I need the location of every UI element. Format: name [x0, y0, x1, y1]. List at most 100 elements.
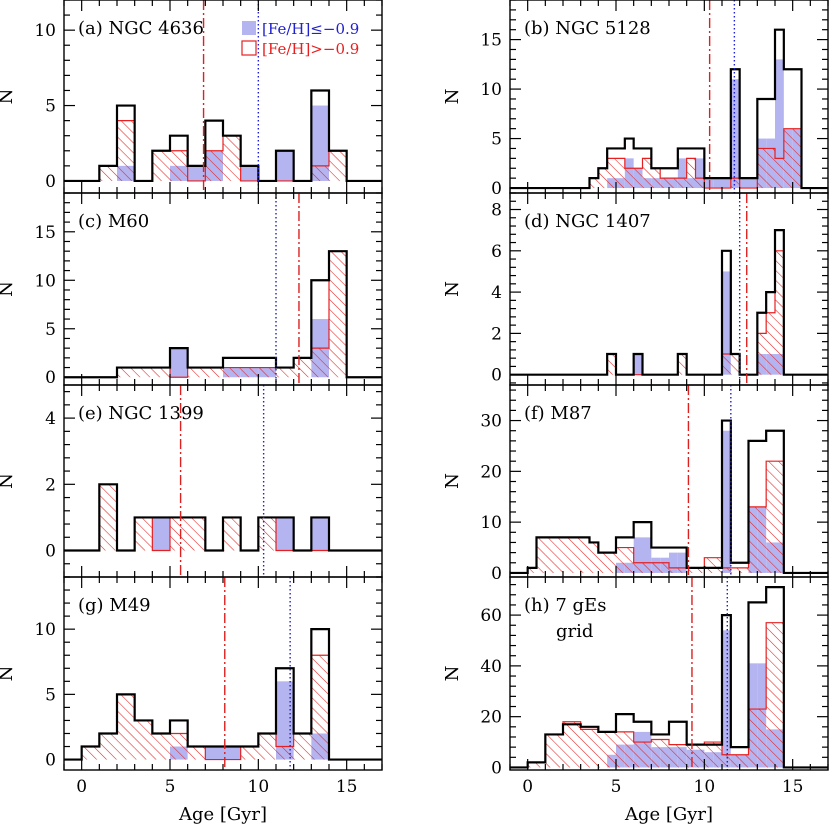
metal-poor-bar: [633, 537, 643, 573]
metal-rich-hatch-bar: [775, 622, 784, 768]
metal-rich-hatch-bar: [775, 461, 784, 573]
metal-rich-hatch-bar: [571, 721, 581, 768]
metal-rich-hatch-bar: [589, 542, 599, 573]
plot-area-e: [64, 385, 382, 577]
metal-rich-hatch-bar: [607, 552, 616, 573]
x-tick-label: 0: [522, 777, 533, 797]
metal-rich-hatch-bar: [152, 733, 170, 760]
metal-rich-hatch-bar: [258, 517, 276, 551]
y-tick-label: 5: [45, 685, 56, 705]
x-axis-label: Age [Gyr]: [624, 804, 713, 825]
metal-rich-hatch-bar: [686, 744, 696, 768]
metal-rich-hatch-bar: [616, 158, 625, 189]
x-tick-label: 5: [611, 777, 622, 797]
metal-poor-bar: [722, 430, 731, 573]
panel-title: (f) M87: [524, 403, 592, 424]
metal-rich-hatch-bar: [704, 742, 714, 768]
y-tick-label: 10: [34, 21, 56, 41]
metal-rich-hatch-bar: [766, 312, 775, 375]
metal-rich-hatch-bar: [748, 709, 758, 768]
y-tick-label: 15: [34, 223, 56, 243]
total-histogram-line: [510, 229, 828, 376]
metal-rich-hatch-bar: [276, 746, 294, 760]
metal-rich-hatch-bar: [757, 506, 767, 573]
metal-rich-hatch-bar: [775, 158, 784, 189]
metal-rich-hatch-bar: [134, 517, 153, 551]
panel-h: 0 20 40 60 0 5 10 15 N Age [Gyr] (h) 7 gEs grid: [442, 576, 829, 825]
metal-rich-hatch-bar: [722, 754, 731, 768]
metal-rich-hatch-bar: [563, 721, 572, 768]
metal-rich-hatch-bar: [536, 537, 546, 573]
y-tick-label: 0: [45, 368, 56, 388]
metal-poor-bar: [677, 158, 687, 189]
metal-rich-hatch-bar: [713, 557, 722, 573]
plot-area-a: [64, 0, 382, 193]
metal-rich-hatch-bar: [598, 552, 608, 573]
panel-c: 0 5 10 15 N (c) M60: [0, 192, 383, 388]
metal-rich-hatch-bar: [293, 357, 312, 378]
total-histogram-line: [64, 483, 382, 552]
metal-rich-hatch-bar: [730, 567, 740, 573]
metal-rich-hatch-bar: [757, 148, 767, 189]
y-tick-label: 10: [34, 620, 56, 640]
metal-rich-hatch-bar: [669, 744, 678, 768]
panel-title: (h) 7 gEs: [524, 595, 606, 616]
metal-rich-hatch-bar: [554, 537, 563, 573]
metal-rich-hatch-bar: [669, 567, 678, 573]
metal-rich-hatch-bar: [99, 733, 117, 760]
metal-poor-bar: [187, 165, 206, 181]
y-tick-label: 30: [480, 412, 502, 432]
panel-b: 0 5 10 15 N (b) NGC 5128: [442, 0, 829, 199]
metal-rich-hatch-bar: [223, 367, 241, 378]
y-tick-label: 10: [480, 80, 502, 100]
metal-rich-hatch-bar: [536, 762, 546, 768]
metal-rich-hatch-bar: [748, 506, 758, 573]
metal-rich-hatch-bar: [695, 567, 705, 573]
metal-rich-hatch-bar: [205, 367, 223, 378]
metal-rich-hatch-bar: [704, 557, 714, 573]
panel-g: 0 5 10 0 5 10 15 N Age [Gyr] (g) M49: [0, 576, 383, 825]
metal-rich-hatch-bar: [607, 158, 616, 189]
y-tick-label: 15: [480, 31, 502, 51]
plot-area-d: [510, 193, 828, 385]
metal-rich-hatch-bar: [170, 150, 188, 181]
metal-poor-bar: [170, 348, 188, 378]
y-tick-label: 4: [491, 283, 502, 303]
metal-poor-bar: [311, 105, 329, 181]
metal-rich-outline: [518, 622, 828, 769]
total-histogram-line: [510, 419, 828, 575]
metal-rich-hatch-bar: [642, 158, 652, 189]
metal-rich-hatch-bar: [223, 135, 241, 181]
metal-rich-hatch-bar: [99, 484, 117, 551]
metal-rich-hatch-bar: [589, 178, 599, 189]
metal-rich-hatch-bar: [152, 367, 170, 378]
x-axis-label: Age [Gyr]: [178, 804, 267, 825]
y-tick-label: 20: [480, 462, 502, 482]
metal-rich-hatch-bar: [276, 367, 294, 378]
metal-rich-hatch-bar: [187, 746, 206, 760]
metal-rich-hatch-bar: [633, 562, 643, 573]
metal-rich-hatch-bar: [170, 733, 188, 760]
metal-poor-bar: [775, 59, 784, 189]
metal-rich-hatch-bar: [616, 731, 625, 768]
metal-poor-bar: [677, 552, 687, 573]
plot-area-g: [64, 577, 382, 770]
metal-rich-hatch-bar: [633, 168, 643, 189]
metal-poor-bar: [722, 630, 731, 768]
metal-rich-hatch-bar: [311, 348, 329, 378]
metal-poor-bar: [152, 517, 170, 551]
total-histogram-line: [64, 628, 382, 761]
metal-poor-bar: [276, 681, 294, 760]
metal-rich-hatch-bar: [660, 178, 669, 189]
y-tick-label: 2: [45, 475, 56, 495]
metal-rich-hatch-bar: [293, 733, 312, 760]
metal-rich-hatch-bar: [117, 120, 135, 181]
y-tick-label: 10: [480, 513, 502, 533]
metal-rich-hatch-bar: [677, 567, 687, 573]
y-tick-label: 0: [45, 542, 56, 562]
metal-rich-hatch-bar: [624, 731, 634, 768]
metal-rich-hatch-bar: [660, 739, 669, 768]
panel-e: 0 2 4 N (e) NGC 1399: [0, 384, 383, 578]
legend-metal-rich-label: [Fe/H]>−0.9: [262, 40, 359, 58]
metal-rich-hatch-bar: [117, 694, 135, 760]
